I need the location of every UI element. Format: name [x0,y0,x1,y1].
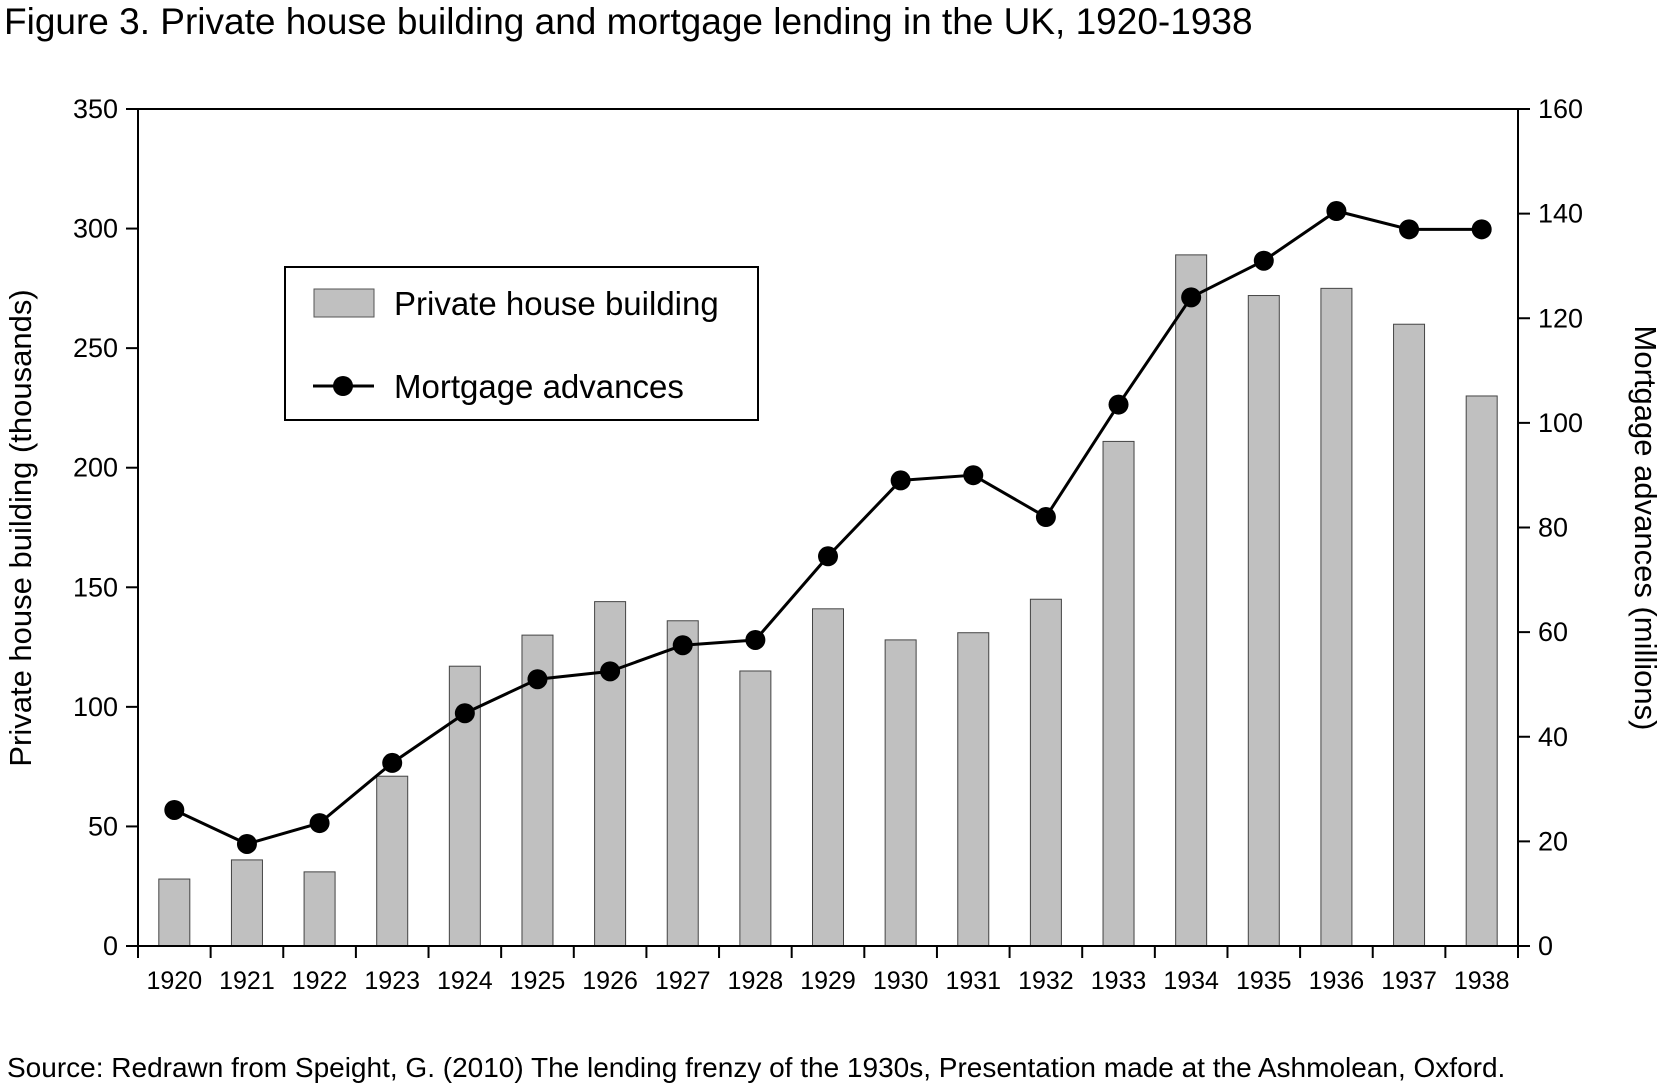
bar-1922 [303,871,336,947]
chart-title: Figure 3. Private house building and mor… [4,1,1253,42]
x-tick-label: 1938 [1454,967,1510,995]
source-note: Source: Redrawn from Speight, G. (2010) … [7,1052,1505,1083]
x-tick-label: 1925 [510,967,566,995]
bar-1929 [812,608,844,947]
bar-1923 [376,775,409,947]
right-tick-label: 0 [1538,931,1553,961]
x-tick-label: 1920 [147,967,203,995]
y-axis-left-title: Private house building (thousands) [3,289,38,766]
bar-1935 [1247,295,1280,947]
left-tick-label: 0 [103,931,118,961]
right-tick-label: 20 [1538,826,1568,856]
legend-swatch-marker [333,376,353,396]
legend: Private house building Mortgage advances [284,266,759,421]
left-tick-label: 100 [73,692,118,722]
left-axis-ticks: 0 50 100 150 200 250 300 350 [73,94,138,961]
point-1924 [454,703,475,724]
x-tick-label: 1935 [1236,967,1292,995]
right-tick-label: 80 [1538,513,1568,543]
bar-1930 [884,639,917,947]
legend-label-mortgage: Mortgage advances [394,368,684,405]
x-tick-label: 1928 [728,967,784,995]
left-tick-label: 200 [73,453,118,483]
left-tick-label: 300 [73,214,118,244]
right-tick-label: 160 [1538,94,1583,124]
x-tick-label: 1923 [364,967,420,995]
bar-1931 [957,632,990,947]
x-axis-ticks: 1920 1921 1922 1923 1924 1925 1926 1927 1928 1929… [137,946,1519,995]
line-layer [164,201,1492,854]
point-1931 [963,465,984,486]
x-tick-label: 1936 [1309,967,1365,995]
bar-1927 [666,620,699,947]
legend-label-house-building: Private house building [394,285,719,322]
point-1935 [1253,250,1274,271]
point-1927 [672,635,693,656]
x-tick-label: 1924 [437,967,493,995]
left-tick-label: 50 [88,811,118,841]
right-tick-label: 60 [1538,617,1568,647]
point-1923 [382,752,403,773]
x-tick-label: 1934 [1163,967,1219,995]
right-tick-label: 120 [1538,303,1583,333]
x-tick-label: 1933 [1091,967,1147,995]
x-tick-label: 1932 [1018,967,1074,995]
left-tick-label: 250 [73,333,118,363]
bar-1921 [230,859,263,947]
bar-1934 [1175,254,1208,947]
bar-1938 [1465,395,1498,947]
y-axis-right-title: Mortgage advances (millions) [1628,326,1663,731]
point-1932 [1035,507,1056,528]
point-1937 [1399,219,1420,240]
right-tick-label: 40 [1538,722,1568,752]
right-tick-label: 140 [1538,199,1583,229]
point-1938 [1471,219,1492,240]
x-tick-label: 1927 [655,967,711,995]
point-1930 [890,470,911,491]
bar-1932 [1029,598,1062,947]
point-1933 [1108,394,1129,415]
point-1936 [1326,201,1347,222]
x-tick-label: 1922 [292,967,348,995]
bar-1928 [739,670,772,947]
bar-1920 [158,878,191,947]
bar-1926 [594,601,627,947]
point-1920 [164,799,185,820]
x-tick-label: 1931 [945,967,1001,995]
point-1925 [527,669,548,690]
point-1929 [818,546,838,567]
plot-area: 0 50 100 150 200 250 300 350 0 20 40 60 80 100 120 140… [73,94,1583,995]
right-tick-label: 100 [1538,408,1583,438]
x-tick-label: 1929 [800,967,856,995]
left-tick-label: 350 [73,94,118,124]
x-tick-label: 1921 [219,967,275,995]
x-tick-label: 1930 [873,967,929,995]
point-1921 [236,833,257,854]
bar-1936 [1320,287,1353,947]
bar-1933 [1102,440,1135,947]
x-tick-label: 1937 [1381,967,1437,995]
legend-swatch-bar [313,288,375,318]
point-1934 [1181,287,1202,308]
point-1926 [600,661,621,682]
bar-1937 [1393,323,1426,947]
left-tick-label: 150 [73,572,118,602]
point-1922 [309,813,330,834]
x-tick-label: 1926 [582,967,638,995]
right-axis-ticks: 0 20 40 60 80 100 120 140 160 [1518,94,1583,961]
point-1928 [745,629,766,650]
